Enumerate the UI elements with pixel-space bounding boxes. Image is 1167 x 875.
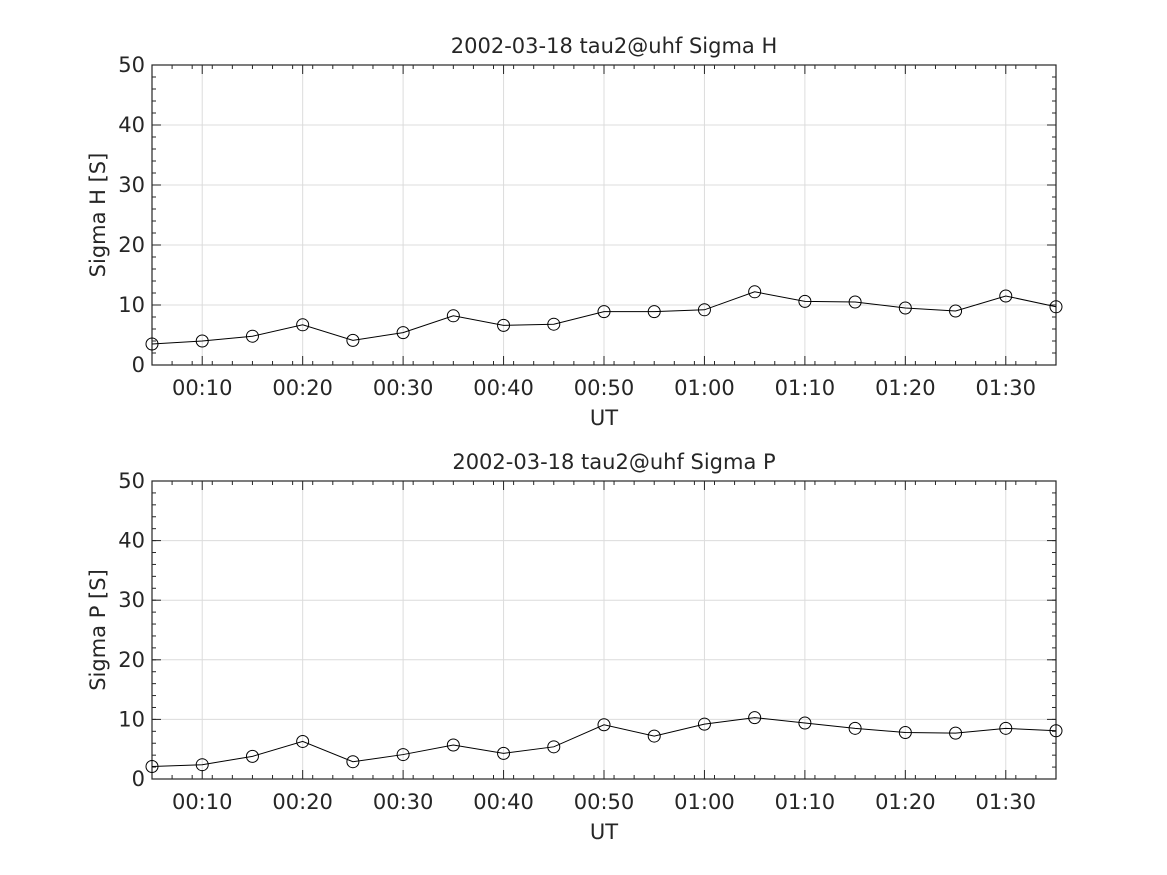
- y-tick-label: 20: [118, 648, 145, 672]
- data-point: [999, 721, 1013, 735]
- x-tick-label: 00:50: [574, 376, 635, 400]
- x-tick-label: 00:40: [473, 790, 534, 814]
- data-point: [195, 758, 209, 772]
- data-point: [898, 301, 912, 315]
- y-tick-label: 50: [118, 53, 145, 77]
- x-tick-label: 00:10: [172, 790, 233, 814]
- data-point: [647, 729, 661, 743]
- x-axis-label: UT: [590, 820, 618, 844]
- data-point: [798, 294, 812, 308]
- x-tick-label: 00:10: [172, 376, 233, 400]
- x-tick-label: 00:20: [272, 376, 333, 400]
- x-tick-label: 00:30: [373, 790, 434, 814]
- x-tick-label: 01:10: [775, 790, 836, 814]
- chart-title: 2002-03-18 tau2@uhf Sigma P: [452, 450, 775, 474]
- y-tick-label: 40: [118, 113, 145, 137]
- chart-title: 2002-03-18 tau2@uhf Sigma H: [451, 34, 777, 58]
- x-tick-label: 00:50: [574, 790, 635, 814]
- data-point: [597, 718, 611, 732]
- data-point: [396, 326, 410, 340]
- y-tick-label: 30: [118, 173, 145, 197]
- y-tick-label: 10: [118, 707, 145, 731]
- data-point: [245, 329, 259, 343]
- data-point: [245, 749, 259, 763]
- x-tick-label: 00:20: [272, 790, 333, 814]
- y-tick-label: 0: [132, 353, 145, 377]
- data-point: [898, 726, 912, 740]
- x-tick-label: 01:20: [875, 790, 936, 814]
- x-tick-label: 01:30: [976, 790, 1037, 814]
- data-point: [748, 711, 762, 725]
- data-point: [396, 748, 410, 762]
- data-point: [446, 309, 460, 323]
- y-tick-label: 0: [132, 767, 145, 791]
- data-point: [697, 303, 711, 317]
- data-point: [647, 305, 661, 319]
- x-tick-label: 01:30: [976, 376, 1037, 400]
- data-point: [145, 337, 159, 351]
- y-tick-label: 20: [118, 233, 145, 257]
- series-line: [151, 291, 1057, 345]
- axes-frame: [151, 480, 1057, 780]
- data-point: [798, 716, 812, 730]
- data-point: [446, 738, 460, 752]
- data-point: [296, 318, 310, 332]
- data-point: [1049, 724, 1063, 738]
- data-point: [748, 285, 762, 299]
- y-tick-label: 30: [118, 588, 145, 612]
- data-point: [346, 333, 360, 347]
- data-point: [547, 317, 561, 331]
- x-tick-label: 01:00: [674, 790, 735, 814]
- axes-frame: [151, 64, 1057, 366]
- y-axis-label: Sigma P [S]: [86, 569, 110, 691]
- chart-panel-1: 00:10 00:20 00:30 00:40 00:50 01:00 01:10 01:20…: [86, 34, 1063, 430]
- data-point: [949, 726, 963, 740]
- data-point: [999, 289, 1013, 303]
- series-line: [151, 717, 1057, 767]
- data-point: [848, 721, 862, 735]
- data-point: [497, 746, 511, 760]
- y-axis-label: Sigma H [S]: [86, 153, 110, 278]
- chart-panel-2: 00:10 00:20 00:30 00:40 00:50 01:00 01:10 01:20…: [86, 450, 1063, 844]
- data-point: [296, 734, 310, 748]
- x-tick-label: 01:00: [674, 376, 735, 400]
- data-point: [1049, 300, 1063, 314]
- data-point: [597, 305, 611, 319]
- x-axis-label: UT: [590, 406, 618, 430]
- x-tick-label: 00:40: [473, 376, 534, 400]
- data-point: [145, 759, 159, 773]
- y-tick-label: 50: [118, 469, 145, 493]
- data-point: [949, 304, 963, 318]
- data-point: [497, 318, 511, 332]
- data-point: [848, 295, 862, 309]
- y-tick-label: 10: [118, 293, 145, 317]
- x-tick-label: 01:10: [775, 376, 836, 400]
- y-tick-label: 40: [118, 529, 145, 553]
- data-point: [346, 755, 360, 769]
- x-tick-label: 00:30: [373, 376, 434, 400]
- x-tick-label: 01:20: [875, 376, 936, 400]
- data-point: [195, 334, 209, 348]
- data-point: [547, 740, 561, 754]
- data-point: [697, 717, 711, 731]
